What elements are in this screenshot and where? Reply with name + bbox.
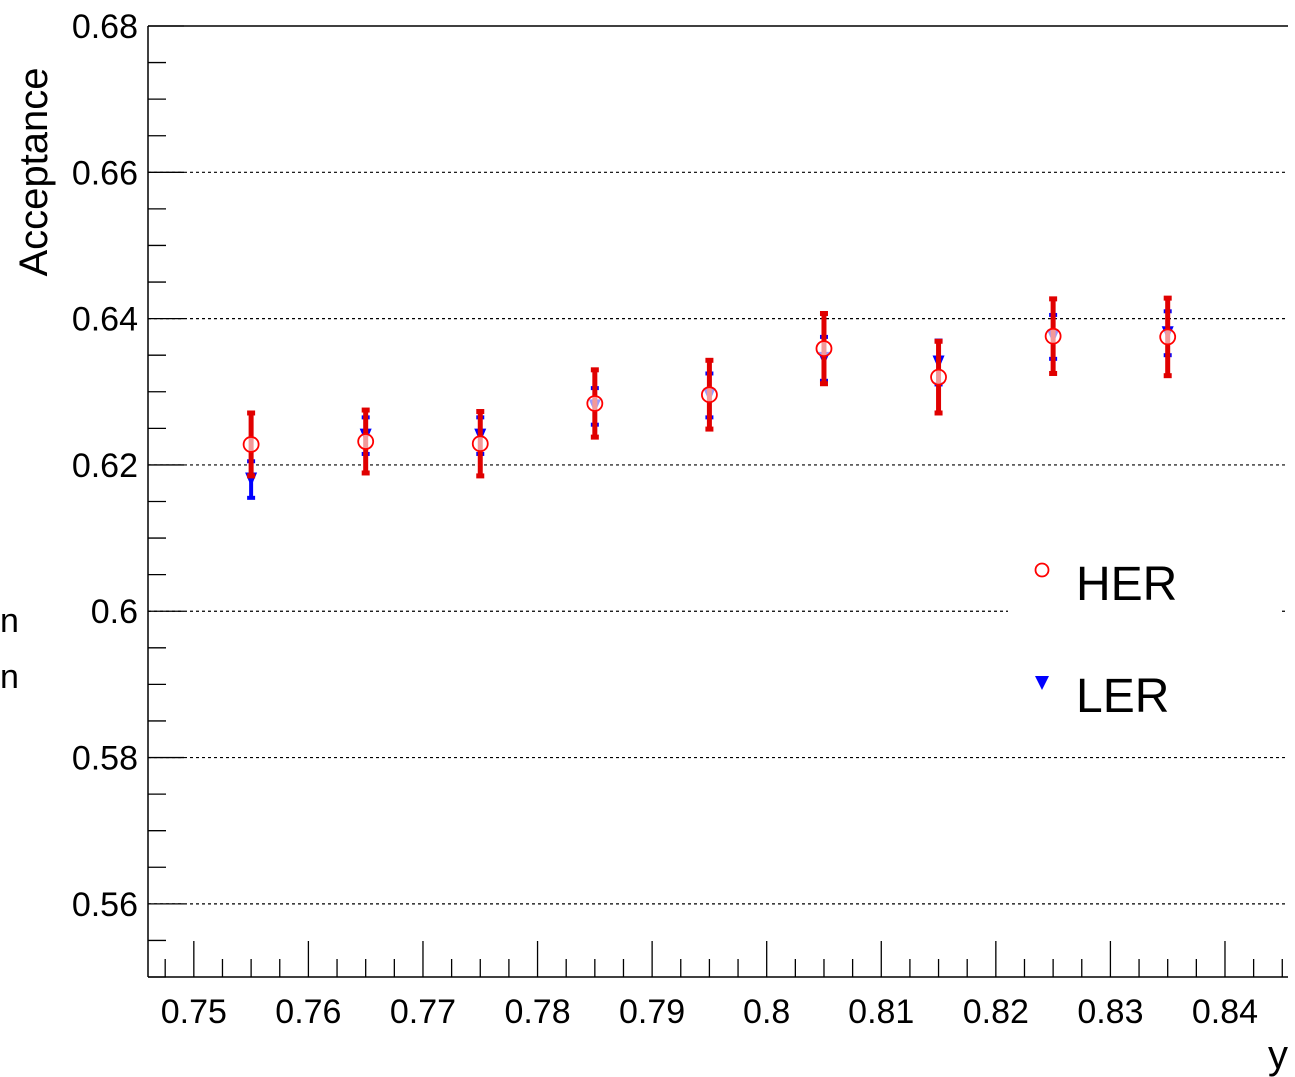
x-tick-label: 0.79 [619, 993, 685, 1031]
point-HER [1044, 327, 1062, 345]
y-tick-label: 0.62 [72, 447, 138, 485]
y-tick-label: 0.68 [72, 8, 138, 46]
plot-area-background [148, 26, 1288, 977]
y-tick-label: 0.64 [72, 301, 138, 339]
x-axis-label: y [1268, 1033, 1288, 1077]
point-HER [701, 386, 718, 404]
x-tick-label: 0.8 [743, 993, 790, 1031]
legend-label-HER: HER [1076, 558, 1177, 611]
legend-marker-LER [1035, 676, 1049, 690]
point-HER [930, 368, 947, 386]
data-series [242, 295, 1177, 500]
x-tick-label: 0.75 [161, 993, 227, 1031]
left-edge-text-fragment-1: n [0, 602, 19, 640]
x-tick-label: 0.76 [275, 993, 341, 1031]
y-tick-label: 0.66 [72, 154, 138, 192]
point-HER [242, 436, 260, 453]
x-tick-label: 0.84 [1192, 993, 1258, 1031]
x-tick-label: 0.82 [963, 993, 1029, 1031]
left-edge-text-fragment-2: n [0, 658, 19, 696]
y-axis-label: Acceptance [12, 67, 56, 276]
x-tick-label: 0.81 [848, 993, 914, 1031]
series-HER [242, 295, 1177, 479]
legend: HER LER [1008, 538, 1280, 728]
axes: 0.56 0.58 0.6 0.62 0.64 0.66 0.68 0.75 0.76 0.77 0… [72, 8, 1288, 1031]
x-tick-label: 0.77 [390, 993, 456, 1031]
point-HER [815, 340, 833, 358]
legend-marker-HER [1034, 562, 1050, 578]
point-HER [357, 433, 375, 450]
point-HER [586, 395, 604, 412]
x-tick-label: 0.78 [504, 993, 570, 1031]
x-tick-label: 0.83 [1077, 993, 1143, 1031]
point-HER [1159, 328, 1177, 346]
point-HER [471, 435, 489, 453]
legend-label-LER: LER [1076, 670, 1169, 723]
y-tick-label: 0.56 [72, 886, 138, 924]
y-tick-label: 0.6 [91, 593, 138, 631]
legend-background [1008, 538, 1280, 728]
y-tick-label: 0.58 [72, 740, 138, 778]
